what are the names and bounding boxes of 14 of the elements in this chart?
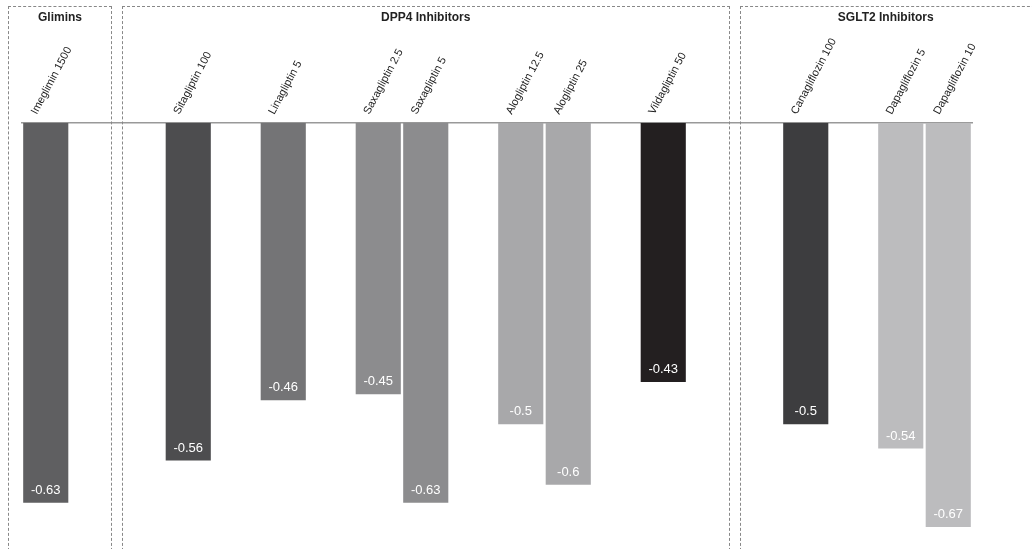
data-label: -0.54: [885, 427, 916, 443]
data-label: -0.67: [933, 505, 964, 521]
text: DPP4 Inhibitors: [381, 10, 471, 24]
data-label: -0.5: [794, 403, 817, 419]
data-label: -0.46: [268, 379, 299, 395]
text: SGLT2 Inhibitors: [837, 10, 934, 24]
data-label: -0.63: [410, 481, 441, 497]
data-label: -0.43: [648, 361, 679, 377]
data-label: -0.45: [363, 373, 394, 389]
data-label: -0.6: [557, 463, 580, 479]
data-label: -0.5: [509, 403, 532, 419]
text: Glimins: [37, 10, 83, 24]
data-label: -0.56: [173, 439, 204, 455]
data-label: -0.63: [30, 481, 61, 497]
